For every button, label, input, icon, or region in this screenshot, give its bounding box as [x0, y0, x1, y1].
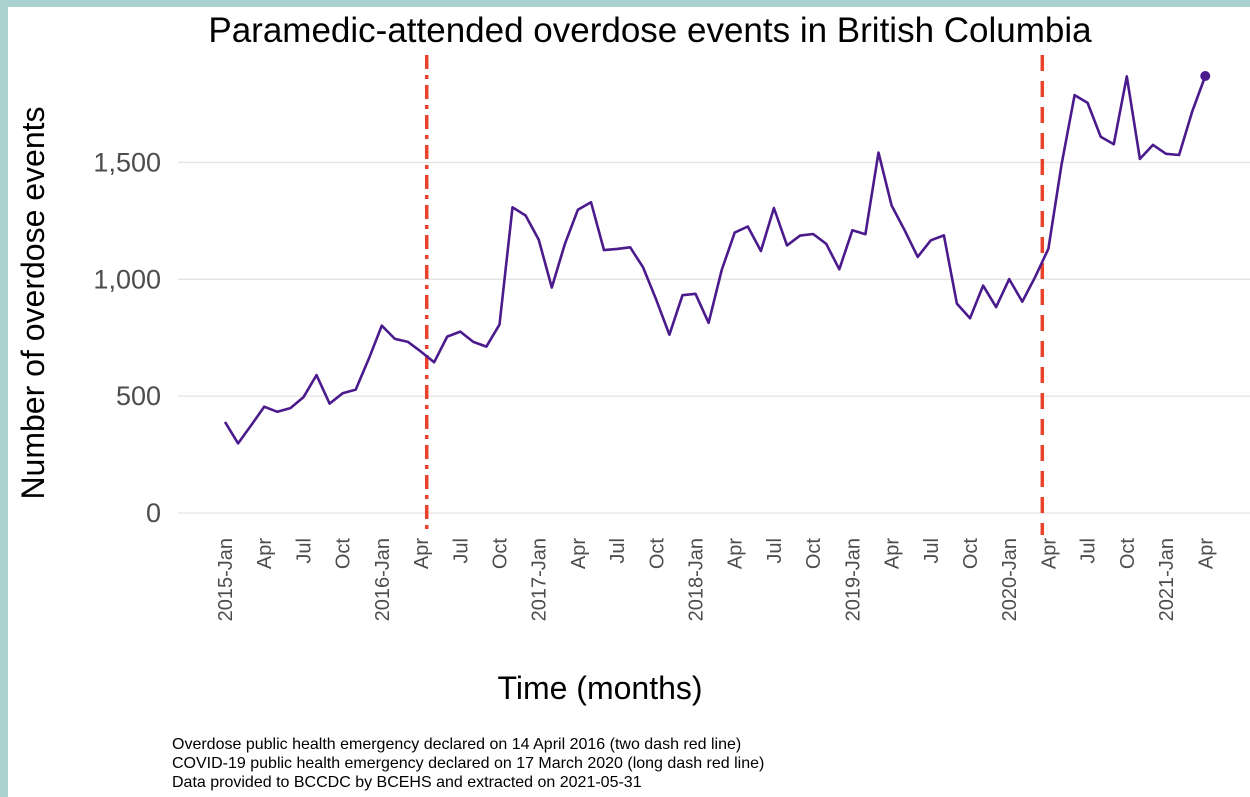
- x-tick-label: Jul: [764, 538, 786, 564]
- x-tick-label: Apr: [1195, 538, 1217, 569]
- x-tick-label: 2018-Jan: [686, 538, 708, 621]
- y-tick-label: 500: [116, 381, 161, 411]
- x-tick-label: Apr: [725, 538, 747, 569]
- caption-line-1: Overdose public health emergency declare…: [172, 736, 741, 753]
- x-tick-label: Oct: [646, 538, 668, 570]
- x-tick-label: Oct: [1117, 538, 1139, 570]
- latest-point: [1200, 70, 1211, 81]
- x-tick-label: Apr: [882, 538, 904, 569]
- series-line: [223, 75, 1207, 445]
- caption-line-3: Data provided to BCCDC by BCEHS and extr…: [172, 774, 642, 791]
- y-axis-ticks: 0 500 1,000 1,500: [93, 147, 161, 528]
- x-tick-label: Oct: [803, 538, 825, 570]
- x-tick-label: Jul: [1078, 538, 1100, 564]
- x-tick-label: Jul: [921, 538, 943, 564]
- x-tick-label: 2015-Jan: [215, 538, 237, 621]
- chart-frame: Paramedic-attended overdose events in Br…: [8, 7, 1250, 797]
- x-tick-label: Apr: [1038, 538, 1060, 569]
- x-tick-label: Oct: [333, 538, 355, 570]
- y-axis-title: Number of overdose events: [15, 106, 51, 499]
- y-tick-label: 1,500: [93, 147, 161, 177]
- caption-line-2: COVID-19 public health emergency declare…: [172, 755, 764, 772]
- x-tick-label: 2016-Jan: [372, 538, 394, 621]
- x-tick-label: Oct: [960, 538, 982, 570]
- x-tick-label: Apr: [568, 538, 590, 569]
- y-tick-label: 1,000: [93, 264, 161, 294]
- x-axis-title: Time (months): [497, 670, 702, 706]
- x-tick-label: 2021-Jan: [1156, 538, 1178, 621]
- gridlines: [178, 161, 1250, 514]
- series-points: [1200, 70, 1211, 81]
- x-tick-label: Jul: [293, 538, 315, 564]
- x-tick-label: Jul: [450, 538, 472, 564]
- chart-title: Paramedic-attended overdose events in Br…: [208, 11, 1092, 50]
- x-tick-label: Apr: [411, 538, 433, 569]
- y-tick-label: 0: [146, 498, 161, 528]
- caption: Overdose public health emergency declare…: [172, 736, 764, 791]
- x-tick-label: 2017-Jan: [529, 538, 551, 621]
- x-axis-ticks: 2015-Jan Apr Jul Oct 2016-Jan Apr Jul Oct 2017-J…: [215, 538, 1217, 622]
- x-tick-label: 2019-Jan: [842, 538, 864, 621]
- x-tick-label: Jul: [607, 538, 629, 564]
- x-tick-label: 2020-Jan: [999, 538, 1021, 621]
- overdose-line-chart: Paramedic-attended overdose events in Br…: [15, 11, 1250, 791]
- emergency-lines: [424, 55, 1045, 535]
- x-tick-label: Oct: [489, 538, 511, 570]
- x-tick-label: Apr: [254, 538, 276, 569]
